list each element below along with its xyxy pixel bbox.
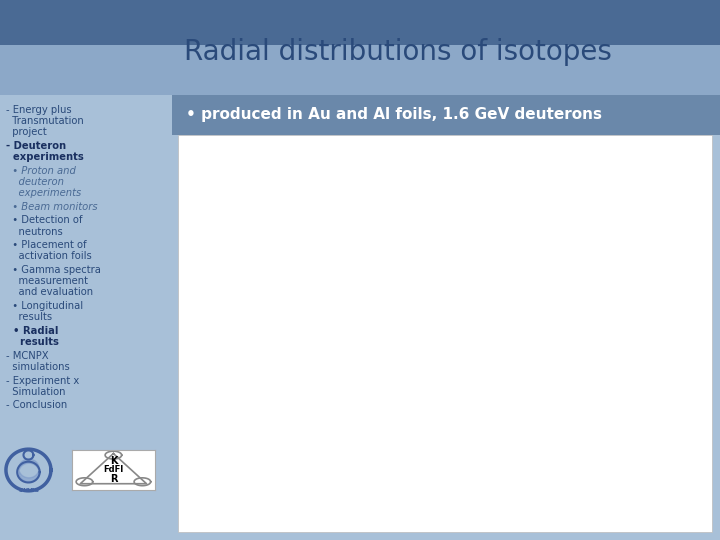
Text: - MCNPX: - MCNPX (6, 350, 49, 361)
Bar (178, 135, 712, 532)
Bar (172, 95, 720, 135)
Text: • Placement of: • Placement of (6, 240, 86, 250)
Text: • Radial: • Radial (6, 326, 58, 336)
Text: Radial distributions of isotopes: Radial distributions of isotopes (184, 37, 612, 65)
Text: simulations: simulations (6, 362, 70, 372)
Text: • Longitudinal: • Longitudinal (6, 301, 83, 311)
Text: results: results (6, 312, 52, 322)
Text: activation foils: activation foils (6, 252, 91, 261)
Text: experiments: experiments (6, 152, 84, 162)
Text: experiments: experiments (6, 188, 81, 198)
Text: - Conclusion: - Conclusion (6, 400, 67, 410)
Text: project: project (6, 127, 47, 137)
Text: and evaluation: and evaluation (6, 287, 93, 298)
Text: measurement: measurement (6, 276, 88, 286)
Text: • Gamma spectra: • Gamma spectra (6, 265, 101, 275)
Text: - Experiment x: - Experiment x (6, 375, 79, 386)
Bar (0, 45, 720, 95)
Text: neutrons: neutrons (6, 227, 63, 237)
Text: R: R (109, 474, 117, 484)
Text: results: results (6, 337, 59, 347)
Text: IN2P3: IN2P3 (18, 488, 39, 494)
Text: • Beam monitors: • Beam monitors (6, 202, 98, 212)
Text: • Detection of: • Detection of (6, 215, 83, 225)
Text: - Deuteron: - Deuteron (6, 141, 66, 151)
Bar (0, 0, 720, 45)
Text: • Proton and: • Proton and (6, 166, 76, 176)
Text: K: K (109, 456, 117, 467)
Text: deuteron: deuteron (6, 177, 64, 187)
Bar (0, 95, 172, 540)
Text: Transmutation: Transmutation (6, 116, 84, 126)
Text: - Energy plus: - Energy plus (6, 105, 71, 115)
Text: FdFI: FdFI (103, 465, 124, 475)
Text: • produced in Au and Al foils, 1.6 GeV deuterons: • produced in Au and Al foils, 1.6 GeV d… (186, 107, 602, 123)
Text: Simulation: Simulation (6, 387, 66, 397)
